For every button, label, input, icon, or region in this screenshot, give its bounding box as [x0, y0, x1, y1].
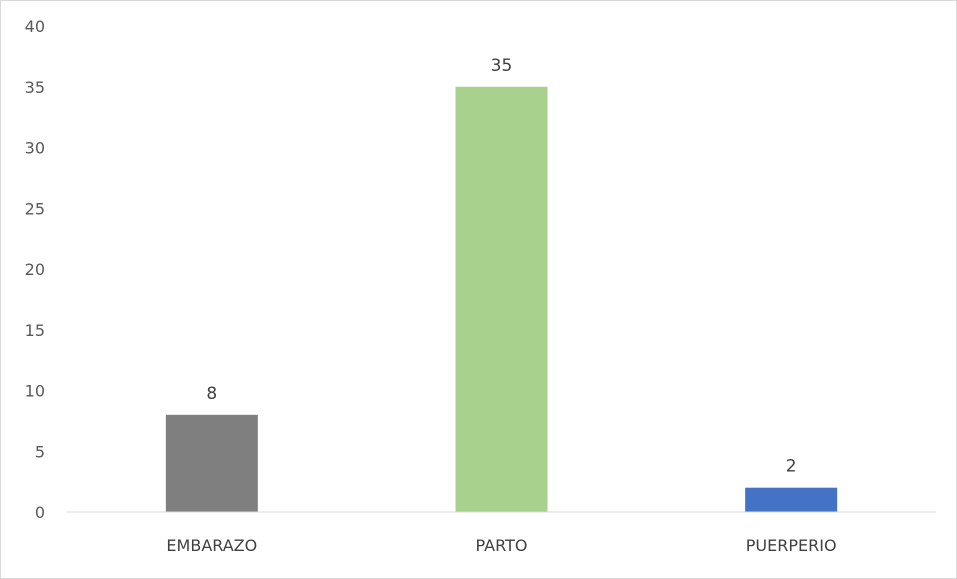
bar-embarazo — [165, 414, 258, 512]
bar-parto — [455, 86, 548, 512]
y-tick-label: 25 — [25, 199, 45, 218]
data-label-puerperio: 2 — [786, 457, 797, 477]
y-tick-label: 20 — [25, 260, 45, 279]
y-tick-label: 40 — [25, 17, 45, 36]
data-label-parto: 35 — [491, 56, 513, 76]
bar-puerperio — [745, 487, 838, 512]
y-axis-ticks: 0 5 10 15 20 25 30 35 40 — [25, 17, 45, 522]
y-tick-label: 5 — [35, 442, 45, 461]
y-tick-label: 15 — [25, 321, 45, 340]
data-labels: 8 35 2 — [206, 56, 796, 477]
x-tick-label-embarazo: EMBARAZO — [166, 536, 257, 555]
bars — [165, 86, 838, 512]
y-tick-label: 30 — [25, 139, 45, 158]
y-tick-label: 0 — [35, 503, 45, 522]
data-label-embarazo: 8 — [206, 384, 217, 404]
x-tick-label-parto: PARTO — [476, 536, 528, 555]
x-axis-labels: EMBARAZO PARTO PUERPERIO — [166, 536, 836, 555]
y-tick-label: 10 — [25, 382, 45, 401]
x-tick-label-puerperio: PUERPERIO — [746, 536, 837, 555]
y-tick-label: 35 — [25, 78, 45, 97]
